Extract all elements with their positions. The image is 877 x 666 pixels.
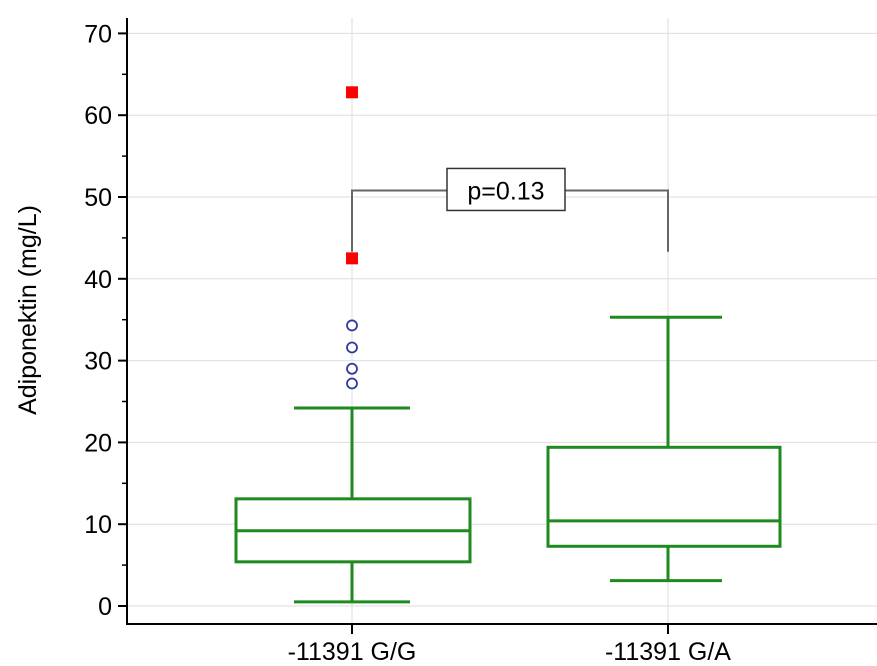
y-tick-label: 30 xyxy=(84,348,112,376)
far-outlier-point xyxy=(346,86,358,99)
x-tick-label: -11391 G/G xyxy=(288,638,417,666)
y-ticks: 0 10 20 30 40 50 60 70 xyxy=(84,20,127,621)
outlier-point xyxy=(346,341,358,354)
outlier-point xyxy=(346,362,358,375)
p-value-box xyxy=(446,167,566,212)
y-tick-label: 10 xyxy=(84,511,112,539)
axes xyxy=(126,18,877,625)
y-tick-label: 40 xyxy=(84,266,112,294)
box-group xyxy=(234,86,472,604)
y-tick-label: 70 xyxy=(84,20,112,48)
far-outlier-point xyxy=(346,252,358,265)
y-tick-label: 60 xyxy=(84,102,112,130)
y-tick-label: 50 xyxy=(84,184,112,212)
x-tick-label: -11391 G/A xyxy=(605,638,731,666)
box-iqr xyxy=(546,445,782,548)
significance-annotation: p=0.13 xyxy=(351,167,669,252)
x-ticks: -11391 G/G -11391 G/A xyxy=(288,624,731,666)
boxes xyxy=(234,86,782,604)
outlier-point xyxy=(346,319,358,332)
outlier-point xyxy=(346,377,358,390)
y-tick-label: 0 xyxy=(98,593,112,621)
box-group xyxy=(546,315,782,583)
y-axis-label: Adiponektin (mg/L) xyxy=(14,205,42,415)
p-value-label: p=0.13 xyxy=(467,177,544,205)
y-tick-label: 20 xyxy=(84,429,112,457)
